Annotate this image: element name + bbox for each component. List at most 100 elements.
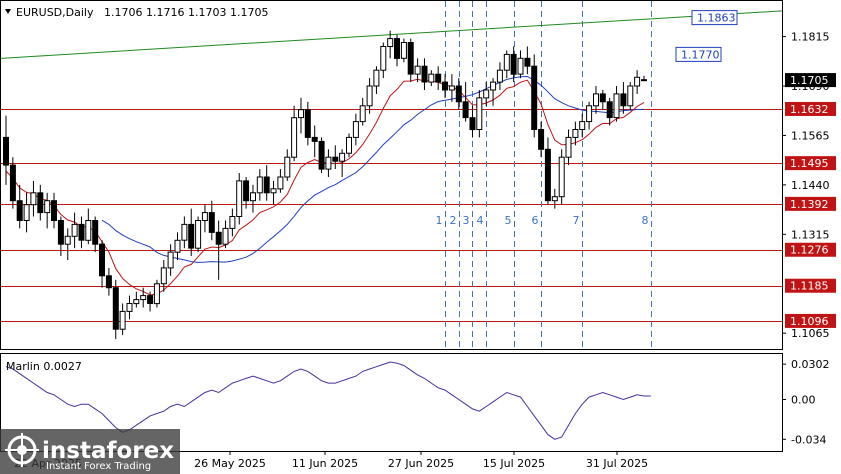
candle[interactable] (105, 267, 112, 296)
candle[interactable] (579, 113, 586, 138)
candle[interactable] (160, 260, 167, 292)
candle[interactable] (23, 192, 30, 233)
candle[interactable] (250, 184, 256, 213)
candle[interactable] (339, 149, 346, 177)
moving-average-blue[interactable] (101, 75, 645, 263)
candle[interactable] (284, 149, 291, 181)
candle[interactable] (503, 50, 510, 79)
candle[interactable] (387, 30, 394, 59)
candle[interactable] (483, 82, 490, 106)
candle[interactable] (586, 101, 593, 130)
candle[interactable] (167, 244, 174, 276)
candle[interactable] (270, 180, 277, 205)
candle[interactable] (593, 86, 599, 114)
candle[interactable] (599, 89, 606, 110)
candle[interactable] (380, 42, 387, 79)
candle[interactable] (558, 149, 565, 205)
candle[interactable] (414, 58, 421, 83)
candle[interactable] (496, 62, 503, 90)
candle[interactable] (37, 184, 44, 221)
candle[interactable] (366, 78, 373, 114)
candle[interactable] (304, 101, 311, 146)
candle[interactable] (318, 137, 325, 174)
candle[interactable] (277, 169, 284, 193)
candle[interactable] (291, 105, 298, 162)
candle[interactable] (208, 200, 215, 241)
candle[interactable] (572, 121, 579, 146)
candle[interactable] (222, 220, 229, 249)
candle[interactable] (359, 97, 366, 126)
candle[interactable] (99, 240, 105, 288)
candle[interactable] (476, 89, 483, 138)
candle[interactable] (490, 78, 497, 106)
candle[interactable] (442, 74, 448, 98)
candle[interactable] (332, 145, 339, 170)
candle[interactable] (531, 54, 538, 138)
candle[interactable] (263, 165, 270, 201)
candle[interactable] (51, 192, 57, 229)
candle[interactable] (606, 97, 613, 126)
candle[interactable] (298, 97, 304, 134)
candle[interactable] (188, 208, 195, 257)
candle[interactable] (147, 291, 154, 312)
candle[interactable] (3, 115, 9, 185)
candle[interactable] (538, 121, 545, 158)
candle[interactable] (201, 204, 208, 233)
candle[interactable] (85, 208, 92, 245)
candle[interactable] (469, 105, 476, 138)
candle[interactable] (400, 38, 407, 63)
candle[interactable] (153, 279, 160, 308)
candle[interactable] (112, 279, 119, 340)
candle[interactable] (119, 303, 126, 336)
candle[interactable] (126, 295, 133, 320)
candle[interactable] (30, 180, 37, 217)
candle[interactable] (421, 58, 428, 90)
candle[interactable] (92, 216, 99, 253)
candle[interactable] (325, 149, 332, 177)
candle[interactable] (64, 228, 71, 261)
candle[interactable] (311, 125, 318, 158)
candle[interactable] (462, 82, 469, 122)
candle[interactable] (229, 208, 236, 237)
candle[interactable] (181, 216, 188, 249)
candle[interactable] (394, 34, 400, 67)
candle[interactable] (565, 129, 572, 166)
candle[interactable] (524, 46, 531, 75)
candle[interactable] (215, 220, 222, 280)
candle[interactable] (243, 176, 250, 209)
candle[interactable] (634, 70, 641, 94)
candle[interactable] (44, 192, 51, 229)
candle[interactable] (140, 287, 147, 308)
candle[interactable] (448, 74, 455, 102)
symbol-dropdown-icon[interactable] (5, 9, 11, 14)
oscillator-line[interactable] (5, 361, 651, 440)
candle[interactable] (236, 173, 243, 225)
candle[interactable] (435, 66, 442, 90)
candle[interactable] (627, 82, 634, 110)
candle[interactable] (455, 78, 462, 110)
candle[interactable] (641, 75, 647, 82)
candle[interactable] (9, 157, 16, 209)
candle[interactable] (613, 86, 620, 122)
candle[interactable] (16, 184, 23, 229)
candle[interactable] (620, 82, 627, 114)
trend-line-green[interactable] (0, 10, 783, 59)
candle[interactable] (407, 38, 414, 83)
candle[interactable] (133, 291, 140, 308)
candle[interactable] (71, 212, 78, 249)
candle[interactable] (517, 50, 524, 79)
candle[interactable] (428, 70, 435, 87)
moving-average-red[interactable] (5, 78, 645, 296)
candle[interactable] (551, 188, 558, 209)
candle[interactable] (195, 216, 202, 253)
candle[interactable] (352, 113, 359, 146)
candle[interactable] (174, 232, 181, 261)
candle[interactable] (373, 66, 380, 94)
candle[interactable] (78, 216, 85, 249)
candle[interactable] (57, 216, 64, 257)
candle[interactable] (346, 133, 352, 158)
candle[interactable] (510, 46, 517, 83)
candle[interactable] (544, 137, 551, 205)
candle[interactable] (256, 169, 263, 201)
